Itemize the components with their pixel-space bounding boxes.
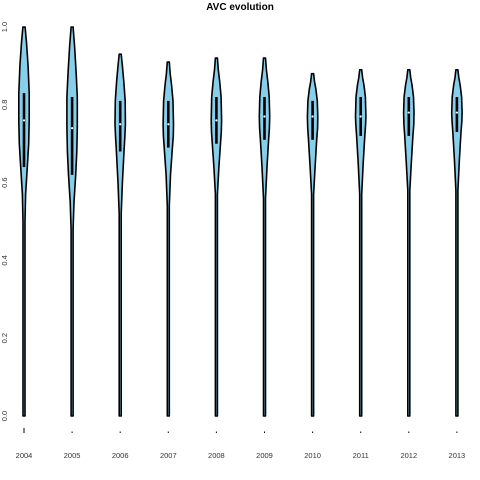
violin-2011 — [354, 69, 367, 417]
x-tick-label-2013: 2013 — [449, 451, 466, 460]
violin-body-2013 — [450, 69, 463, 417]
violin-median-2007 — [167, 123, 170, 126]
y-tick-label-4: 0.8 — [0, 100, 9, 110]
violin-body-2005 — [66, 26, 79, 417]
violin-median-2011 — [359, 115, 362, 118]
violin-2013 — [450, 69, 463, 417]
y-axis: 0.0 0.2 0.4 0.6 0.8 1.0 — [0, 22, 9, 421]
violin-median-2010 — [311, 115, 314, 118]
violin-2004 — [17, 26, 31, 417]
chart-title: AVC evolution — [206, 2, 274, 13]
violin-body-2004 — [17, 26, 31, 417]
x-tick-label-2007: 2007 — [160, 451, 177, 460]
violin-body-2012 — [402, 69, 415, 417]
violin-2009 — [258, 57, 271, 417]
violin-box-2010 — [311, 100, 314, 140]
violin-2008 — [210, 57, 223, 417]
x-axis: 2004 2005 2006 2007 2008 2009 2010 2011 2012 2013 — [16, 428, 466, 460]
violin-box-2005 — [70, 97, 74, 175]
y-tick-label-2: 0.4 — [0, 255, 9, 265]
x-tick-label-2011: 2011 — [353, 451, 369, 460]
violin-body-2008 — [210, 57, 223, 417]
violin-2006 — [114, 53, 127, 417]
violin-box-2013 — [455, 97, 459, 133]
violin-median-2008 — [215, 119, 218, 122]
violin-box-2012 — [407, 97, 411, 136]
y-tick-label-0: 0.0 — [0, 411, 9, 421]
violin-2005 — [66, 26, 79, 417]
y-tick-label-1: 0.2 — [0, 333, 9, 343]
y-tick-label-3: 0.6 — [0, 177, 9, 187]
violin-median-2013 — [455, 111, 458, 114]
x-tick-label-2009: 2009 — [256, 451, 273, 460]
violin-median-2009 — [263, 115, 266, 118]
x-tick-label-2012: 2012 — [400, 451, 417, 460]
x-tick-label-2004: 2004 — [16, 451, 33, 460]
violin-body-2010 — [306, 72, 319, 417]
violin-box-2009 — [263, 97, 266, 140]
violin-body-2011 — [354, 69, 367, 417]
violin-box-2006 — [118, 100, 122, 152]
x-tick-label-2010: 2010 — [304, 451, 321, 460]
violin-median-2004 — [22, 119, 26, 122]
violin-median-2005 — [71, 127, 74, 130]
violin-median-2012 — [407, 111, 410, 114]
x-tick-label-2006: 2006 — [112, 451, 129, 460]
violin-body-2007 — [162, 61, 175, 417]
x-tick-label-2008: 2008 — [208, 451, 225, 460]
violin-2010 — [306, 72, 319, 417]
violin-2007 — [162, 61, 175, 417]
y-tick-label-5: 1.0 — [0, 22, 9, 32]
violins — [17, 26, 463, 417]
violin-body-2006 — [114, 53, 127, 417]
violin-2012 — [402, 69, 415, 417]
x-tick-label-2005: 2005 — [64, 451, 81, 460]
violin-median-2006 — [119, 123, 122, 126]
violin-box-2004 — [22, 93, 26, 168]
violin-body-2009 — [258, 57, 271, 417]
